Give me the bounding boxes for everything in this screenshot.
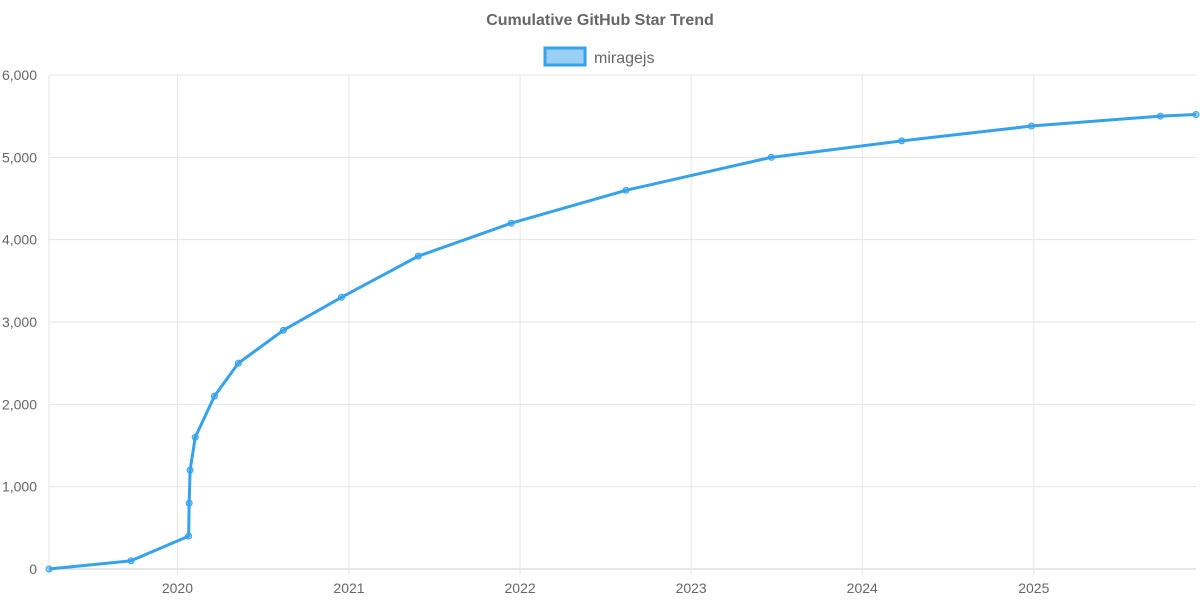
y-tick-label: 2,000 bbox=[2, 396, 37, 412]
data-point bbox=[210, 392, 218, 400]
legend-label[interactable]: miragejs bbox=[594, 50, 654, 67]
data-point bbox=[234, 359, 242, 367]
data-point bbox=[186, 466, 194, 474]
y-tick-label: 4,000 bbox=[2, 232, 37, 248]
data-point bbox=[279, 326, 287, 334]
series-line-miragejs bbox=[48, 113, 1197, 571]
legend-swatch[interactable] bbox=[543, 46, 587, 67]
grid bbox=[48, 74, 1196, 575]
data-point bbox=[127, 557, 135, 565]
legend[interactable]: miragejs bbox=[543, 46, 654, 67]
x-tick-label: 2020 bbox=[162, 580, 193, 596]
data-point bbox=[898, 137, 906, 145]
y-axis: 0 1,000 2,000 3,000 4,000 5,000 6,000 bbox=[2, 67, 37, 577]
y-tick-label: 1,000 bbox=[2, 479, 37, 495]
data-point bbox=[45, 565, 53, 573]
data-point bbox=[337, 293, 345, 301]
data-point bbox=[767, 153, 775, 161]
x-tick-label: 2023 bbox=[676, 580, 707, 596]
data-point bbox=[185, 499, 193, 507]
data-point bbox=[622, 186, 630, 194]
series bbox=[45, 111, 1200, 573]
data-point bbox=[1156, 112, 1164, 120]
y-tick-label: 6,000 bbox=[2, 67, 37, 83]
x-tick-label: 2025 bbox=[1018, 580, 1049, 596]
data-point bbox=[185, 532, 193, 540]
data-point bbox=[191, 433, 199, 441]
data-point bbox=[414, 252, 422, 260]
x-tick-label: 2021 bbox=[333, 580, 364, 596]
x-tick-label: 2022 bbox=[505, 580, 536, 596]
y-tick-label: 5,000 bbox=[2, 149, 37, 165]
x-axis: 2020 2021 2022 2023 2024 2025 bbox=[162, 580, 1050, 596]
y-tick-label: 3,000 bbox=[2, 314, 37, 330]
x-tick-label: 2024 bbox=[847, 580, 878, 596]
data-point bbox=[1192, 111, 1200, 119]
data-point bbox=[1027, 122, 1035, 130]
data-point bbox=[507, 219, 515, 227]
chart-title: Cumulative GitHub Star Trend bbox=[486, 12, 714, 29]
y-tick-label: 0 bbox=[29, 561, 37, 577]
